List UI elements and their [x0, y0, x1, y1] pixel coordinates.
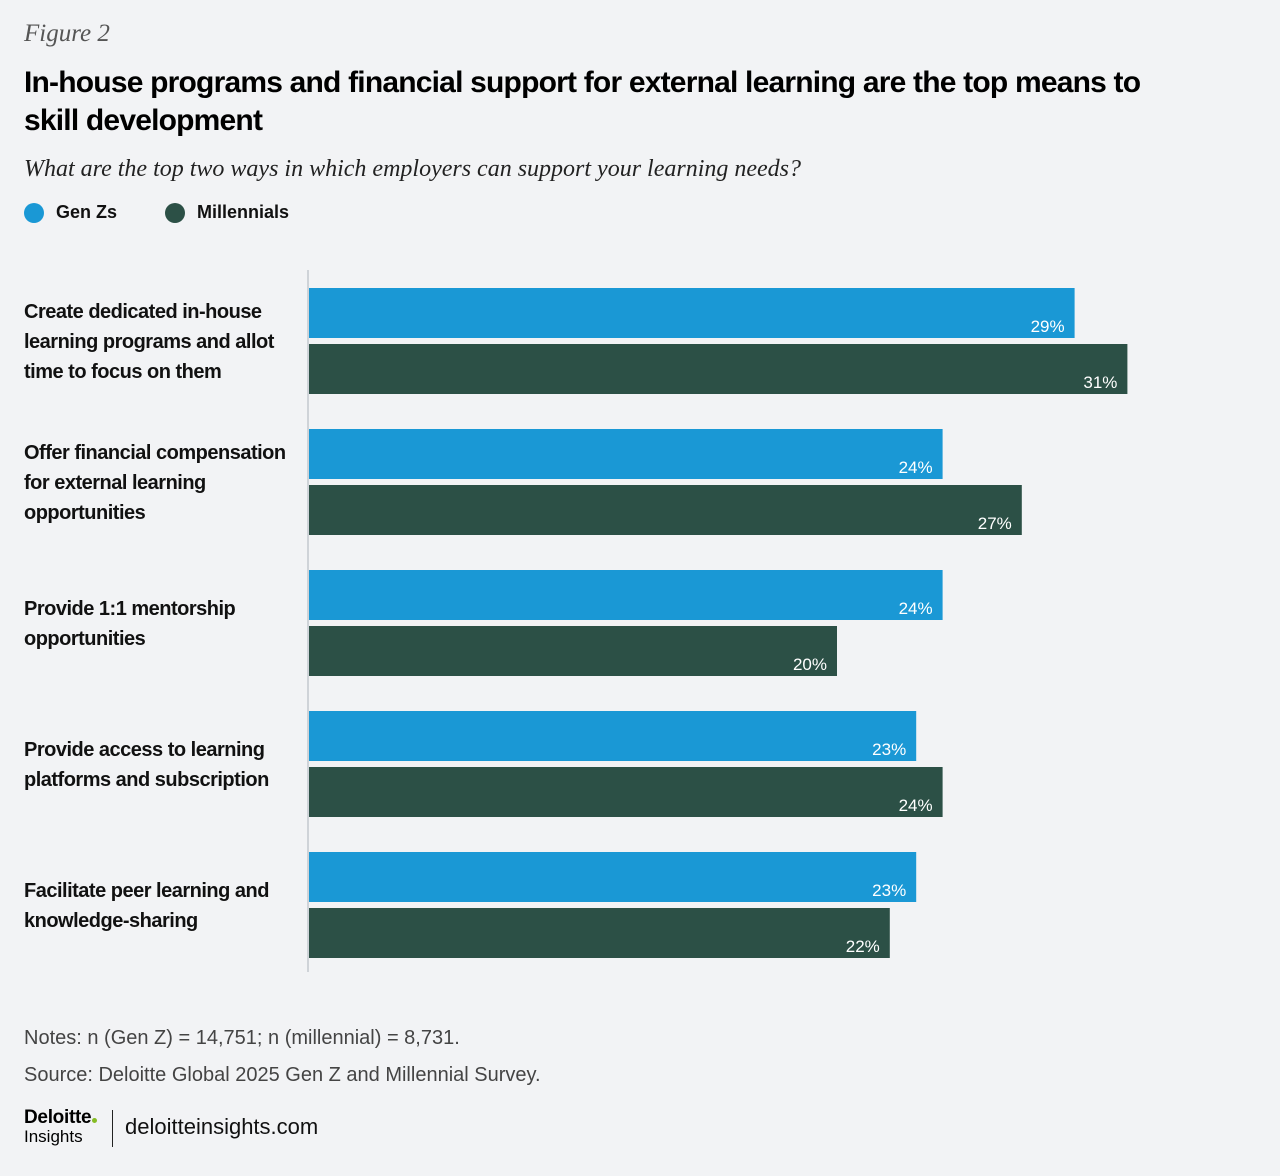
- category-label: opportunities: [24, 628, 146, 650]
- logo-subtitle: Insights: [24, 1127, 83, 1146]
- chart-notes: Notes: n (Gen Z) = 14,751; n (millennial…: [24, 1027, 460, 1049]
- legend-label-millennials: Millennials: [197, 202, 290, 222]
- logo-green-dot: [92, 1118, 98, 1123]
- bar-genz: [309, 570, 943, 620]
- data-label-genz: 24%: [899, 599, 933, 618]
- legend-swatch-millennials: [165, 202, 186, 223]
- bar-millennials: [309, 626, 837, 676]
- logo-divider: [112, 1110, 113, 1147]
- category-label: for external learning: [24, 472, 206, 494]
- category-label: opportunities: [24, 502, 146, 524]
- data-label-millennials: 31%: [1083, 373, 1117, 392]
- category-label: Provide access to learning: [24, 739, 264, 761]
- site-link[interactable]: deloitteinsights.com: [125, 1114, 319, 1139]
- chart-subtitle: What are the top two ways in which emplo…: [24, 156, 802, 182]
- bar-genz: [309, 288, 1075, 338]
- category-label: Provide 1:1 mentorship: [24, 598, 236, 620]
- data-label-genz: 29%: [1031, 317, 1065, 336]
- logo-wordmark: Deloitte: [24, 1107, 92, 1128]
- legend-swatch-genz: [24, 202, 44, 223]
- chart-source: Source: Deloitte Global 2025 Gen Z and M…: [24, 1064, 541, 1086]
- category-label: Offer financial compensation: [24, 442, 286, 464]
- legend-item-millennials: Millennials: [165, 202, 289, 223]
- bar-genz: [309, 711, 917, 761]
- bar-millennials: [309, 908, 890, 958]
- category-label: knowledge-sharing: [24, 910, 198, 932]
- bar-millennials: [309, 767, 943, 817]
- chart-title: In-house programs and financial support …: [24, 66, 1141, 137]
- data-label-millennials: 22%: [846, 937, 880, 956]
- category-label: time to focus on them: [24, 361, 221, 383]
- category-label: Create dedicated in-house: [24, 301, 262, 323]
- category-label: platforms and subscription: [24, 769, 269, 791]
- legend-label-genz: Gen Zs: [56, 202, 118, 222]
- category-label: Facilitate peer learning and: [24, 880, 269, 902]
- data-label-genz: 23%: [872, 740, 906, 759]
- data-label-millennials: 27%: [978, 514, 1012, 533]
- bar-genz: [309, 429, 943, 479]
- figure-label: Figure 2: [24, 20, 110, 47]
- legend: Gen Zs Millennials: [24, 202, 337, 223]
- bar-genz: [309, 852, 917, 902]
- deloitte-insights-logo: Deloitte Insights: [24, 1107, 98, 1146]
- legend-item-genz: Gen Zs: [24, 202, 117, 223]
- bar-millennials: [309, 344, 1128, 394]
- data-label-genz: 24%: [899, 458, 933, 477]
- data-label-millennials: 24%: [899, 796, 933, 815]
- data-label-millennials: 20%: [793, 655, 827, 674]
- data-label-genz: 23%: [872, 881, 906, 900]
- bar-millennials: [309, 485, 1022, 535]
- bar-chart: Create dedicated in-house learning progra…: [24, 270, 1128, 972]
- category-label: learning programs and allot: [24, 331, 275, 353]
